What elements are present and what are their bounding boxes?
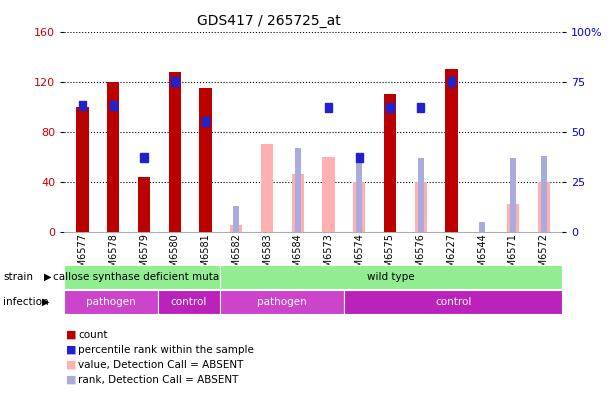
Bar — [510, 158, 516, 232]
Bar — [386, 103, 393, 112]
Text: GDS417 / 265725_at: GDS417 / 265725_at — [197, 14, 341, 28]
Bar — [261, 144, 273, 232]
Text: control: control — [435, 297, 471, 307]
Text: ■: ■ — [66, 375, 76, 385]
Text: pathogen: pathogen — [257, 297, 307, 307]
Bar — [538, 182, 550, 232]
Text: wild type: wild type — [367, 272, 415, 282]
Bar — [415, 182, 427, 232]
Text: count: count — [78, 329, 108, 340]
Text: ■: ■ — [66, 345, 76, 355]
Text: ▶: ▶ — [42, 297, 49, 307]
Bar — [325, 103, 332, 112]
Bar — [107, 82, 120, 232]
Bar — [445, 69, 458, 232]
Bar — [353, 182, 365, 232]
Bar — [199, 88, 211, 232]
Text: ■: ■ — [66, 329, 76, 340]
Bar — [109, 101, 117, 110]
Text: ■: ■ — [66, 360, 76, 370]
Bar — [141, 153, 148, 162]
Bar — [295, 148, 301, 232]
Bar — [169, 72, 181, 232]
Bar — [79, 101, 86, 110]
Bar — [356, 153, 363, 162]
Text: infection: infection — [3, 297, 49, 307]
Text: rank, Detection Call = ABSENT: rank, Detection Call = ABSENT — [78, 375, 238, 385]
Text: percentile rank within the sample: percentile rank within the sample — [78, 345, 254, 355]
Bar — [479, 222, 485, 232]
Bar — [171, 77, 178, 86]
Text: pathogen: pathogen — [86, 297, 136, 307]
Bar — [323, 157, 335, 232]
Bar — [418, 158, 424, 232]
Bar — [417, 103, 425, 112]
Bar — [230, 225, 243, 232]
Bar — [202, 117, 209, 126]
Bar — [384, 94, 396, 232]
Text: ▶: ▶ — [44, 272, 51, 282]
Text: callose synthase deficient mutant: callose synthase deficient mutant — [53, 272, 230, 282]
Text: value, Detection Call = ABSENT: value, Detection Call = ABSENT — [78, 360, 244, 370]
Bar — [448, 77, 455, 86]
Bar — [541, 156, 547, 232]
Text: strain: strain — [3, 272, 33, 282]
Text: control: control — [170, 297, 207, 307]
Bar — [233, 206, 240, 232]
Bar — [356, 158, 362, 232]
Bar — [507, 204, 519, 232]
Bar — [291, 174, 304, 232]
Bar — [138, 177, 150, 232]
Bar — [76, 107, 89, 232]
